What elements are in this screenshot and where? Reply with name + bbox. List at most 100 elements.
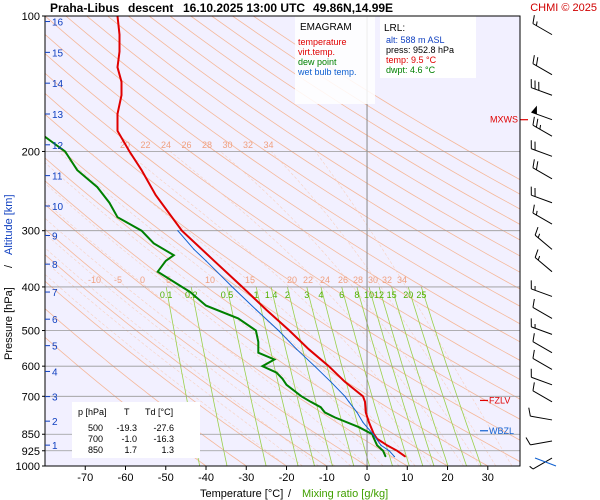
y-axis-title-altitude: Altitude [km]: [3, 194, 15, 255]
wind-barb: [530, 280, 553, 297]
dry-adiabat-label: 0: [140, 275, 145, 285]
wind-barb-full: [535, 118, 539, 128]
altitude-tick-label: 11: [52, 172, 63, 183]
mixing-ratio-label: 3: [304, 290, 309, 300]
temperature-point: [213, 260, 215, 262]
dry-adiabat-label: 30: [368, 275, 378, 285]
temperature-point: [265, 309, 267, 311]
table-row-500-p: 500: [88, 423, 103, 433]
wind-barb-full: [532, 159, 535, 168]
pressure-tick-label: 925: [22, 446, 40, 458]
dry-adiabat-label: -10: [88, 275, 101, 285]
dry-adiabat: [45, 72, 520, 400]
pressure-tick-label: 500: [22, 326, 40, 338]
wind-barb-half: [537, 255, 541, 261]
temperature-point: [116, 113, 119, 115]
moist-adiabat: [89, 151, 432, 466]
dew-point-point: [141, 230, 143, 232]
level-markers: MXWS FZLV WBZL: [480, 115, 528, 436]
lrl-temperature: temp: 9.5 °C: [386, 55, 437, 65]
wind-barb: [534, 249, 553, 273]
x-tick-label: -50: [158, 472, 174, 484]
wind-barb-half: [529, 465, 534, 470]
wind-barb-full: [530, 140, 532, 149]
wet-bulb-temp-point: [372, 433, 374, 435]
dew-point-point: [36, 130, 37, 131]
surface-wind-mark: [534, 457, 557, 467]
wind-barb-staff: [532, 307, 553, 319]
mixing-ratio-label: 10: [364, 290, 374, 300]
dew-point-point: [261, 365, 263, 367]
wind-barb: [532, 349, 553, 370]
level-mxws-label: MXWS: [490, 115, 518, 125]
dew-point-point: [255, 329, 257, 332]
dew-point-point: [108, 202, 111, 204]
wind-barb: [530, 140, 553, 157]
axis-layer: -70 -60 -50 -40 -30 -20 -10 0 10 20 30100200300400…: [16, 11, 494, 484]
dew-point-point: [320, 406, 322, 408]
wind-barb-full: [535, 57, 539, 66]
wet-bulb-temp-point: [356, 411, 358, 413]
dew-point-point: [257, 352, 259, 354]
wind-barb-full: [530, 186, 532, 196]
pressure-tick-label: 700: [22, 391, 40, 403]
wind-barb-half: [537, 233, 541, 238]
x-axis-title: Temperature [°C]: [200, 488, 283, 500]
wind-barb-staff: [534, 257, 553, 273]
wind-barb-staff: [532, 124, 553, 137]
wet-bulb-temp-point: [348, 401, 350, 403]
dew-point-point: [165, 260, 167, 262]
moist-adiabat: [58, 151, 416, 466]
mixing-ratio-label: 1: [254, 290, 259, 300]
wind-barb-full: [532, 349, 535, 359]
altitude-tick-label: 5: [52, 342, 58, 353]
wind-barb-staff: [531, 148, 553, 157]
wind-barb-staff: [532, 457, 553, 470]
wind-barb: [534, 226, 553, 250]
wet-bulb-temp-point: [205, 260, 207, 262]
x-tick-label: 0: [364, 472, 370, 484]
wind-barb: [531, 105, 553, 121]
dew-point-point: [157, 271, 159, 273]
dew-point-point: [334, 416, 336, 419]
x-tick-label: -70: [77, 472, 93, 484]
wind-barb: [530, 79, 553, 96]
temperature-point: [344, 381, 346, 383]
legend-box: [295, 16, 375, 104]
chart-title-coords: 49.86N,14.99E: [313, 1, 393, 15]
wind-barb-full: [530, 368, 532, 378]
dew-point-point: [372, 435, 374, 438]
dry-adiabat: [211, 16, 520, 210]
dew-point-point: [96, 186, 98, 188]
wind-barb-full: [532, 382, 535, 391]
mixing-ratio-label: 12: [374, 290, 384, 300]
wind-barb: [530, 186, 553, 204]
dew-point-point: [275, 371, 278, 374]
mixing-ratio-label: 2: [285, 290, 290, 300]
wet-bulb-temp-point: [344, 395, 346, 397]
dry-adiabat-label: 22: [141, 140, 151, 150]
dry-adiabat: [148, 16, 520, 257]
wind-barb: [532, 382, 553, 403]
wind-barb-full: [534, 80, 536, 90]
wind-barb: [528, 407, 553, 421]
temperature-point: [308, 348, 310, 350]
level-fzlv-label: FZLV: [489, 395, 510, 405]
wind-barb-half: [534, 323, 536, 329]
dew-point-point: [4, 119, 5, 120]
moist-adiabat: [45, 261, 303, 466]
wind-barb-full: [534, 249, 539, 258]
summary-table-box: [72, 402, 200, 458]
wind-barb: [532, 298, 553, 319]
wet-bulb-temp-point: [314, 365, 316, 367]
wind-barb-full: [528, 407, 531, 417]
legend-item-dew-point: dew point: [298, 57, 337, 67]
table-row-850-t: 1.7: [124, 445, 137, 455]
dew-point-point: [285, 384, 288, 386]
wind-barb-staff: [530, 415, 553, 421]
x-tick-label: 30: [482, 472, 494, 484]
wind-barb-half: [535, 210, 538, 216]
wind-barb-full: [538, 81, 540, 91]
x-axis-title-separator: /: [288, 488, 292, 500]
